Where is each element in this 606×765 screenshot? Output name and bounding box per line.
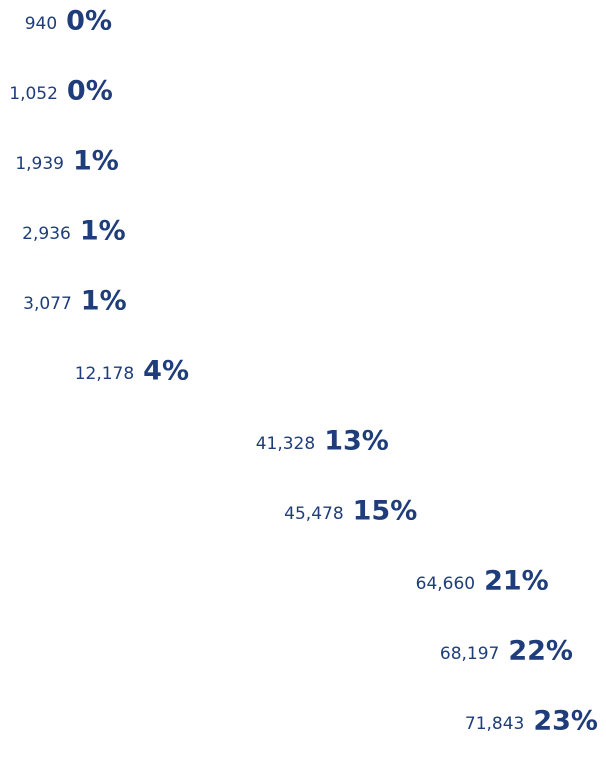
percent-label: 15% (353, 496, 418, 527)
count-label: 3,077 (23, 294, 72, 314)
count-label: 45,478 (284, 504, 343, 524)
count-label: 1,052 (9, 84, 58, 104)
percent-label: 1% (81, 286, 127, 317)
percent-label: 13% (324, 426, 389, 457)
count-label: 2,936 (22, 224, 71, 244)
percent-label: 4% (143, 356, 189, 387)
percent-label: 22% (508, 636, 573, 667)
percent-label: 1% (73, 146, 119, 177)
percent-label: 0% (67, 76, 113, 107)
percent-label: 1% (80, 216, 126, 247)
count-label: 64,660 (416, 574, 475, 594)
count-label: 12,178 (75, 364, 134, 384)
count-label: 1,939 (15, 154, 64, 174)
count-label: 41,328 (256, 434, 315, 454)
percent-label: 23% (533, 706, 598, 737)
count-label: 68,197 (440, 644, 499, 664)
percent-label: 21% (484, 566, 549, 597)
percent-label: 0% (66, 6, 112, 37)
count-label: 71,843 (465, 714, 524, 734)
count-label: 940 (25, 14, 57, 34)
